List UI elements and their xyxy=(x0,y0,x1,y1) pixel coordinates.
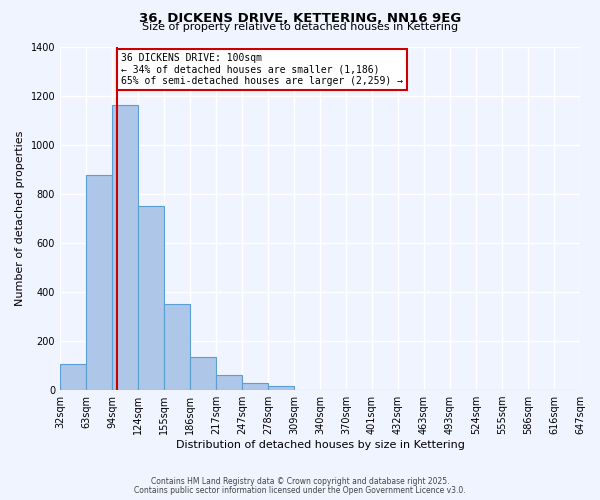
Text: Size of property relative to detached houses in Kettering: Size of property relative to detached ho… xyxy=(142,22,458,32)
Bar xyxy=(138,206,164,390)
Bar xyxy=(190,357,216,390)
X-axis label: Distribution of detached houses by size in Kettering: Distribution of detached houses by size … xyxy=(176,440,464,450)
Bar xyxy=(164,304,190,390)
Bar xyxy=(86,176,112,390)
Bar xyxy=(216,376,242,390)
Bar xyxy=(112,106,138,390)
Text: Contains HM Land Registry data © Crown copyright and database right 2025.: Contains HM Land Registry data © Crown c… xyxy=(151,478,449,486)
Bar xyxy=(242,382,268,390)
Y-axis label: Number of detached properties: Number of detached properties xyxy=(15,130,25,306)
Text: Contains public sector information licensed under the Open Government Licence v3: Contains public sector information licen… xyxy=(134,486,466,495)
Text: 36, DICKENS DRIVE, KETTERING, NN16 9EG: 36, DICKENS DRIVE, KETTERING, NN16 9EG xyxy=(139,12,461,24)
Text: 36 DICKENS DRIVE: 100sqm
← 34% of detached houses are smaller (1,186)
65% of sem: 36 DICKENS DRIVE: 100sqm ← 34% of detach… xyxy=(121,52,403,86)
Bar xyxy=(268,386,294,390)
Bar xyxy=(60,364,86,390)
